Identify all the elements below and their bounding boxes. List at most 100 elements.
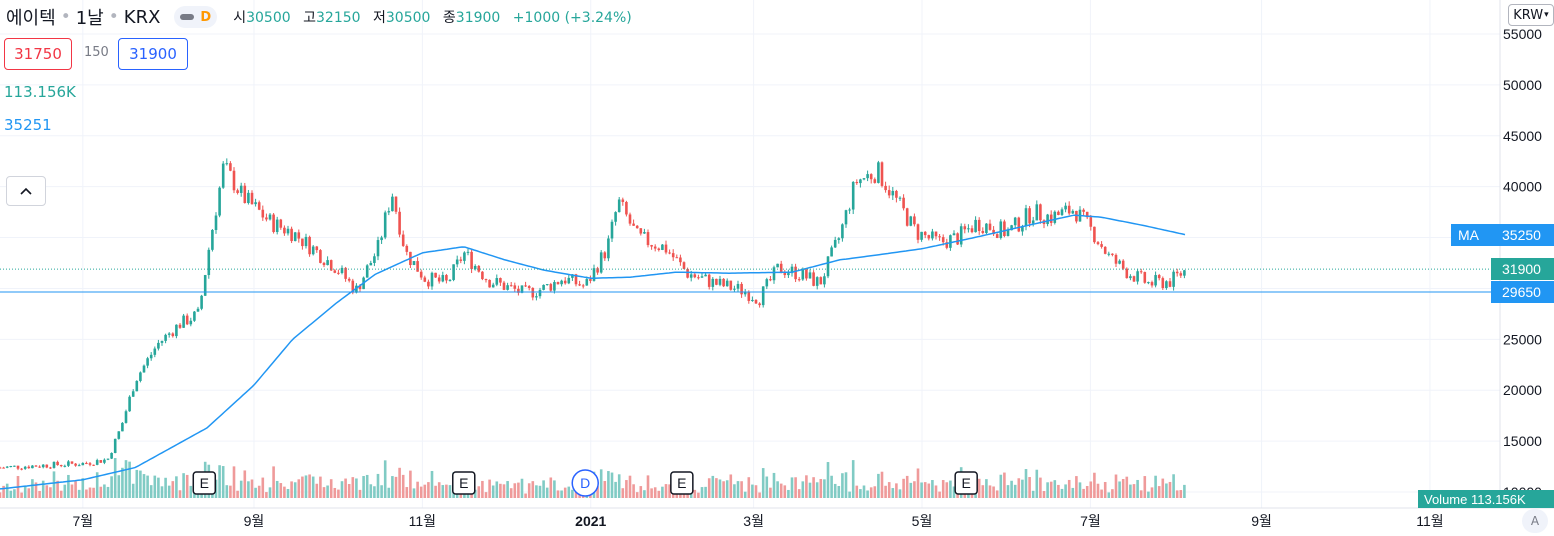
- ohlc-values: 시30500 고32150 저30500 종31900 +1000 (+3.24…: [233, 7, 632, 27]
- candle-body: [45, 464, 49, 468]
- volume-bar: [398, 467, 401, 498]
- volume-bar: [484, 492, 488, 498]
- candle-body: [988, 223, 992, 230]
- close-label: 종: [442, 10, 456, 26]
- volume-bar: [394, 476, 398, 498]
- volume-bar: [668, 484, 671, 498]
- candle-body: [473, 265, 477, 270]
- candle-body: [211, 229, 214, 250]
- candle-body: [981, 230, 985, 233]
- candle-body: [1107, 253, 1111, 255]
- symbol-name[interactable]: 에이텍: [6, 8, 56, 29]
- ma-indicator-value[interactable]: 35251: [4, 116, 52, 134]
- candle-body: [1017, 217, 1021, 232]
- volume-bar: [596, 486, 599, 498]
- volume-bar: [653, 487, 657, 498]
- volume-bar: [553, 480, 556, 498]
- volume-bar: [499, 483, 502, 498]
- candle-body: [315, 246, 319, 251]
- candle-body: [182, 315, 185, 328]
- volume-bar: [740, 481, 743, 498]
- collapse-legend-button[interactable]: [6, 176, 46, 206]
- candle-body: [1060, 209, 1064, 215]
- volume-bar: [81, 478, 85, 498]
- volume-bar: [373, 486, 376, 498]
- candle-body: [351, 280, 355, 293]
- candle-body: [761, 286, 765, 306]
- volume-bar: [985, 479, 988, 498]
- candle-body: [481, 271, 484, 280]
- candle-body: [225, 163, 229, 165]
- candle-body: [1096, 242, 1100, 245]
- volume-bar: [1017, 478, 1021, 498]
- earnings-marker[interactable]: E: [670, 471, 694, 495]
- earnings-marker[interactable]: E: [192, 471, 217, 495]
- volume-bar: [729, 474, 733, 498]
- candle-body: [1057, 211, 1060, 215]
- candle-body: [430, 272, 434, 287]
- candle-body: [790, 266, 794, 274]
- svg-text:E: E: [677, 475, 686, 491]
- earnings-marker[interactable]: E: [954, 471, 978, 495]
- candle-body: [1118, 260, 1121, 264]
- data-mode-toggle[interactable]: D: [174, 6, 218, 28]
- svg-text:E: E: [962, 475, 971, 491]
- price-tick-label: 45000: [1503, 128, 1542, 144]
- volume-bar: [434, 485, 437, 498]
- dividend-marker[interactable]: D: [571, 469, 599, 497]
- volume-bar: [772, 472, 776, 498]
- volume-badge: Volume 113.156K: [1418, 490, 1554, 508]
- candle-body: [1010, 225, 1013, 231]
- volume-bar: [322, 487, 326, 498]
- candle-body: [743, 292, 747, 295]
- candle-body: [873, 179, 877, 183]
- time-axis[interactable]: 7월 9월 11월 2021 3월 5월 7월 9월 11월: [72, 513, 1443, 529]
- candle-body: [625, 201, 628, 215]
- candle-body: [160, 340, 164, 343]
- candle-body: [704, 274, 707, 277]
- candle-body: [891, 190, 895, 196]
- time-tick-label: 9월: [1251, 513, 1272, 529]
- candle-body: [1121, 260, 1125, 269]
- volume-bar: [1179, 490, 1183, 498]
- candle-body: [689, 274, 693, 278]
- volume-bar: [599, 469, 603, 498]
- earnings-marker[interactable]: E: [452, 471, 476, 495]
- buy-button[interactable]: 31900: [118, 38, 188, 70]
- candle-body: [383, 212, 387, 238]
- candle-body: [729, 280, 733, 290]
- candle-body: [1085, 211, 1089, 218]
- candle-body: [679, 257, 682, 263]
- volume-bar: [509, 488, 513, 498]
- volume-bar: [1093, 472, 1096, 498]
- volume-bar: [855, 485, 859, 498]
- currency-selector[interactable]: KRW ▾: [1508, 4, 1554, 26]
- volume-bar: [146, 475, 149, 498]
- interval[interactable]: 1날: [75, 8, 104, 29]
- candle-body: [535, 296, 538, 298]
- volume-bar: [405, 487, 409, 498]
- low-label: 저: [373, 10, 386, 26]
- candle-body: [455, 259, 459, 265]
- volume-bar: [945, 482, 949, 498]
- volume-bar: [643, 490, 646, 498]
- volume-bar: [254, 487, 257, 498]
- candle-body: [826, 256, 830, 277]
- candle-body: [959, 226, 963, 245]
- auto-scale-button[interactable]: A: [1522, 509, 1548, 533]
- volume-bar: [70, 484, 74, 498]
- separator-dot: •: [60, 7, 71, 27]
- candle-body: [599, 252, 603, 273]
- volume-bar: [239, 480, 243, 498]
- volume-bar: [718, 479, 722, 498]
- sell-button[interactable]: 31750: [4, 38, 72, 70]
- volume-bar: [437, 482, 441, 498]
- volume-bar: [283, 486, 286, 498]
- candle-body: [765, 279, 769, 287]
- volume-bar: [315, 483, 319, 498]
- volume-indicator-value[interactable]: 113.156K: [4, 83, 76, 101]
- volume-bar: [106, 486, 110, 498]
- volume-bar: [531, 481, 535, 498]
- volume-bar: [49, 487, 52, 498]
